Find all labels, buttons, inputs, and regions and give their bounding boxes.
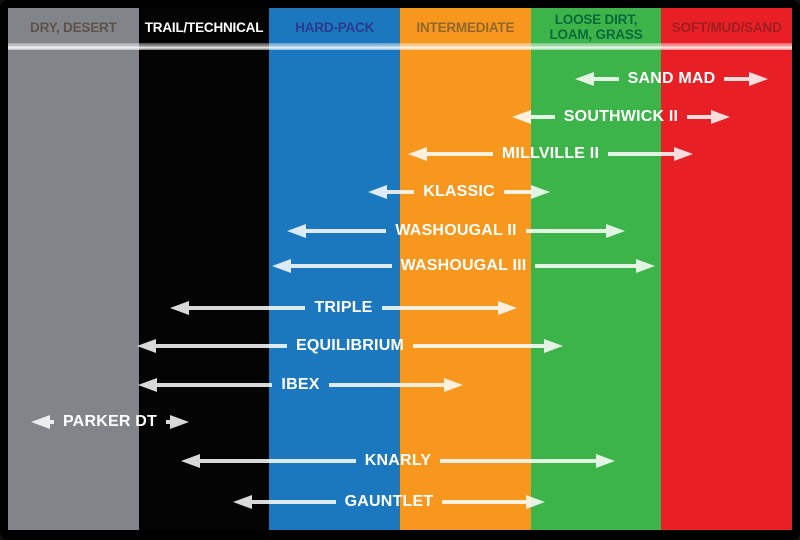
tire-range-sand-mad: SAND MAD [575, 67, 769, 91]
tire-range-parker-dt: PARKER DT [31, 410, 189, 434]
arrow-left-head-icon [181, 454, 200, 468]
arrow-right-head-icon [749, 72, 769, 86]
tire-name-label: SOUTHWICK II [563, 108, 679, 125]
terrain-column-header-dry-desert: DRY, DESERT [30, 19, 117, 35]
terrain-column-header-hard-pack: HARD-PACK [295, 19, 375, 35]
arrow-shaft [724, 77, 750, 81]
arrow-left-head-icon [31, 415, 50, 429]
arrow-left-head-icon [272, 259, 291, 273]
columns: DRY, DESERT TRAIL/TECHNICAL HARD-PACK INTER… [8, 8, 793, 530]
arrow-right-head-icon [674, 147, 693, 161]
arrow-right-head-icon [169, 415, 189, 429]
tire-name-label: WASHOUGAL II [395, 222, 517, 239]
arrow-left-head-icon [170, 301, 189, 315]
arrow-shaft [306, 229, 387, 233]
arrow-right-head-icon [711, 110, 730, 124]
tire-range-ibex: IBEX [138, 373, 463, 397]
terrain-column-soft-mud-sand: SOFT/MUD/SAND [661, 8, 793, 530]
arrow-left-head-icon [233, 495, 252, 509]
arrow-right-head-icon [544, 339, 564, 353]
arrow-shaft [594, 77, 619, 81]
terrain-column-dry-desert: DRY, DESERT [8, 8, 139, 530]
tire-name-label: EQUILIBRIUM [296, 337, 404, 354]
tire-range-knarly: KNARLY [181, 449, 615, 473]
arrow-shaft [252, 500, 336, 504]
tire-range-equilibrium: EQUILIBRIUM [137, 334, 564, 358]
arrow-right-head-icon [636, 259, 655, 273]
tire-name-label: GAUNTLET [344, 493, 434, 510]
arrow-shaft [525, 229, 607, 233]
arrow-left-head-icon [408, 147, 427, 161]
terrain-column-header-intermediate: INTERMEDIATE [416, 19, 515, 35]
tire-name-label: IBEX [281, 376, 320, 393]
terrain-column-intermediate: INTERMEDIATE [400, 8, 531, 530]
tire-range-millville-ii: MILLVILLE II [408, 142, 693, 166]
tire-range-gauntlet: GAUNTLET [233, 490, 546, 514]
terrain-column-trail-technical: TRAIL/TECHNICAL [138, 8, 270, 530]
arrow-shaft [413, 344, 545, 348]
arrow-left-head-icon [138, 378, 157, 392]
arrow-shaft [50, 420, 54, 424]
arrow-shaft [200, 459, 356, 463]
arrow-shaft [427, 152, 493, 156]
tire-range-washougal-ii: WASHOUGAL II [287, 219, 626, 243]
arrow-shaft [291, 264, 392, 268]
arrow-left-head-icon [512, 110, 531, 124]
tire-name-label: PARKER DT [63, 413, 157, 430]
arrow-shaft [189, 306, 306, 310]
tire-name-label: WASHOUGAL III [400, 257, 527, 274]
terrain-column-header-soft-mud-sand: SOFT/MUD/SAND [671, 19, 782, 35]
terrain-column-header-trail-technical: TRAIL/TECHNICAL [144, 19, 264, 35]
terrain-column-hard-pack: HARD-PACK [269, 8, 401, 530]
arrow-right-head-icon [498, 301, 517, 315]
arrow-left-head-icon [368, 185, 387, 199]
tire-name-label: MILLVILLE II [501, 145, 600, 162]
arrow-shaft [687, 115, 711, 119]
tire-range-triple: TRIPLE [170, 296, 517, 320]
arrow-right-head-icon [531, 185, 551, 199]
tire-name-label: TRIPLE [314, 299, 373, 316]
arrow-shaft [440, 459, 596, 463]
tire-range-klassic: KLASSIC [368, 180, 551, 204]
arrow-shaft [165, 420, 170, 424]
tire-range-southwick-ii: SOUTHWICK II [512, 105, 730, 129]
arrow-left-head-icon [137, 339, 156, 353]
arrow-right-head-icon [444, 378, 463, 392]
arrow-shaft [156, 344, 288, 348]
tire-name-label: KLASSIC [423, 183, 495, 200]
terrain-column-header-loose-dirt-loam-grass: LOOSE DIRT, LOAM, GRASS [549, 12, 643, 42]
arrow-right-head-icon [596, 454, 615, 468]
arrow-shaft [608, 152, 674, 156]
arrow-left-head-icon [287, 224, 306, 238]
tire-range-washougal-iii: WASHOUGAL III [272, 254, 655, 278]
arrow-shaft [535, 264, 636, 268]
arrow-shaft [531, 115, 555, 119]
tire-name-label: KNARLY [364, 452, 432, 469]
tire-name-label: SAND MAD [627, 70, 716, 87]
arrow-left-head-icon [575, 72, 594, 86]
arrow-shaft [328, 383, 444, 387]
arrow-shaft [157, 383, 273, 387]
arrow-right-head-icon [526, 495, 546, 509]
arrow-shaft [387, 190, 415, 194]
arrow-shaft [442, 500, 527, 504]
arrow-shaft [503, 190, 532, 194]
arrow-right-head-icon [606, 224, 626, 238]
arrow-shaft [381, 306, 498, 310]
